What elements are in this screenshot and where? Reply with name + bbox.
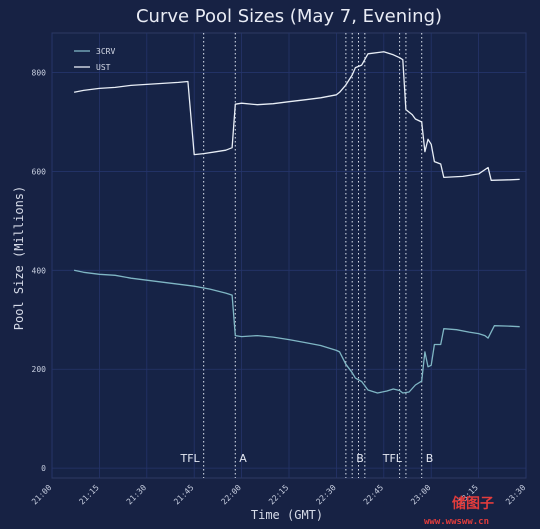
event-label: A (239, 452, 247, 465)
y-tick-label: 600 (32, 167, 47, 176)
y-tick-label: 800 (32, 69, 47, 78)
legend: 3CRV UST (74, 47, 115, 72)
x-axis-label: Time (GMT) (251, 508, 323, 522)
event-lines: TFL A B TFL B (179, 33, 433, 478)
series-line-3crv (73, 269, 520, 394)
y-axis-label: Pool Size (Millions) (12, 186, 26, 331)
series-lines (73, 51, 520, 394)
legend-entry: UST (96, 63, 111, 72)
watermark-brand: 储图子 (451, 495, 494, 512)
y-tick-label: 200 (32, 365, 47, 374)
grid (51, 33, 527, 478)
watermark-url: www.wwsww.cn (424, 517, 489, 527)
y-tick-label: 0 (41, 464, 46, 473)
chart-title: Curve Pool Sizes (May 7, Evening) (136, 6, 442, 27)
event-label: TFL (382, 452, 403, 465)
event-label: B (426, 452, 434, 465)
watermark: 储图子 www.wwsww.cn (424, 495, 494, 527)
y-tick-label: 400 (32, 266, 47, 275)
event-label: B (356, 452, 364, 465)
event-label: TFL (179, 452, 200, 465)
series-line-ust (73, 51, 520, 181)
y-axis: 0 200 400 600 800 (32, 69, 47, 474)
legend-entry: 3CRV (96, 47, 115, 56)
